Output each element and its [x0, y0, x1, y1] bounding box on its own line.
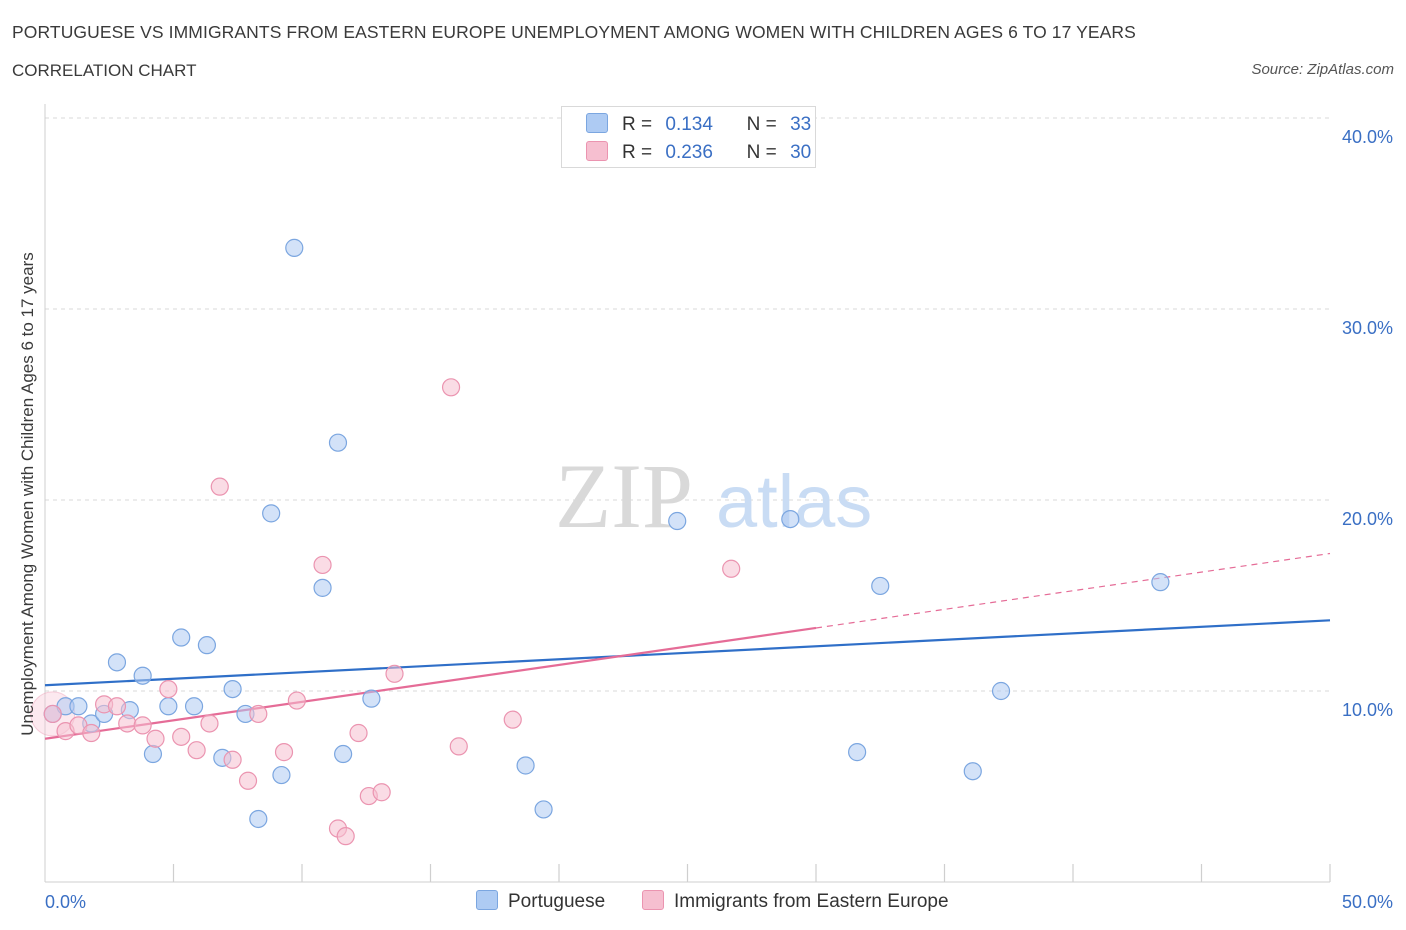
portuguese-point	[516, 756, 535, 775]
immigrant-point	[107, 697, 127, 716]
immigrant-point	[349, 723, 368, 743]
portuguese-point	[262, 504, 281, 523]
legend-swatch-blue	[586, 113, 608, 133]
immigrant-point	[449, 737, 468, 756]
x-tick-label: 50.0%	[1342, 892, 1393, 912]
portuguese-point	[963, 762, 982, 781]
immigrant-trend-line	[44, 626, 817, 740]
immigrant-point	[200, 714, 219, 733]
legend-r-label: R =	[622, 142, 653, 163]
x-tick-label: 0.0%	[45, 892, 86, 912]
y-tick-label: 40.0%	[1342, 127, 1393, 147]
chart-title: PORTUGUESE VS IMMIGRANTS FROM EASTERN EU…	[12, 22, 1136, 42]
portuguese-point	[69, 697, 88, 716]
portuguese-point	[285, 238, 304, 257]
stats-legend: R = 0.134 N = 33 R = 0.236 N = 30	[561, 106, 816, 168]
portuguese-point	[1151, 573, 1170, 592]
portuguese-point	[172, 628, 191, 647]
grid-lines	[45, 117, 1330, 692]
legend-row-portuguese: R = 0.134 N = 33	[586, 113, 811, 135]
portuguese-point	[107, 653, 127, 672]
portuguese-point	[334, 744, 353, 764]
portuguese-point	[184, 697, 204, 716]
data-points	[30, 238, 1170, 846]
immigrant-point	[172, 727, 191, 746]
immigrant-point	[441, 378, 461, 397]
portuguese-point	[668, 511, 687, 531]
portuguese-point	[133, 666, 152, 685]
immigrant-point	[287, 691, 306, 710]
legend-r-label: R =	[622, 114, 653, 135]
watermark-zip: ZIP	[555, 445, 693, 547]
legend-label-immigrants: Immigrants from Eastern Europe	[674, 891, 949, 912]
legend-item-immigrants: Immigrants from Eastern Europe	[642, 890, 949, 913]
portuguese-point	[272, 765, 291, 785]
source-label: Source: ZipAtlas.com	[1251, 61, 1394, 78]
immigrant-point	[223, 750, 242, 769]
immigrant-point	[722, 559, 741, 578]
immigrant-point	[313, 555, 332, 575]
immigrant-point	[82, 723, 101, 743]
immigrant-point	[133, 716, 152, 735]
legend-swatch-blue	[476, 890, 498, 910]
portuguese-point	[534, 800, 553, 819]
portuguese-point	[991, 681, 1011, 701]
immigrant-point	[249, 704, 268, 724]
immigrant-point	[210, 477, 229, 496]
legend-r-value: 0.236	[665, 142, 713, 163]
immigrant-trend-extension	[815, 552, 1331, 629]
legend-swatch-pink	[586, 141, 608, 161]
immigrant-point	[118, 714, 137, 733]
portuguese-point	[781, 509, 800, 529]
portuguese-point	[871, 576, 890, 596]
legend-item-portuguese: Portuguese	[476, 890, 605, 913]
legend-r-value: 0.134	[665, 114, 713, 135]
portuguese-point	[848, 743, 867, 762]
portuguese-point	[328, 433, 348, 452]
portuguese-trend-line	[44, 619, 1331, 687]
legend-n-label: N =	[746, 114, 777, 135]
immigrant-point	[238, 771, 258, 790]
trend-lines	[44, 552, 1331, 740]
portuguese-point	[223, 679, 242, 699]
immigrant-point	[146, 729, 165, 748]
portuguese-point	[143, 744, 163, 764]
portuguese-point	[362, 689, 381, 708]
immigrant-point	[385, 664, 404, 683]
tick-labels: 10.0% 20.0% 30.0% 40.0% 0.0% 50.0%	[45, 127, 1393, 912]
y-axis-label: Unemployment Among Women with Children A…	[18, 252, 37, 736]
immigrant-point	[159, 679, 178, 699]
legend-swatch-pink	[642, 890, 664, 910]
series-legend: Portuguese Immigrants from Eastern Europ…	[0, 890, 1406, 916]
immigrant-point	[336, 827, 355, 846]
immigrant-point	[274, 743, 294, 762]
legend-n-value: 30	[790, 142, 812, 163]
y-tick-label: 20.0%	[1342, 509, 1393, 529]
legend-label-portuguese: Portuguese	[508, 891, 606, 912]
axes	[44, 104, 1331, 883]
immigrant-point	[503, 710, 522, 729]
y-tick-label: 30.0%	[1342, 318, 1393, 338]
legend-n-label: N =	[746, 142, 777, 163]
legend-n-value: 33	[790, 114, 812, 135]
portuguese-point	[159, 697, 178, 716]
immigrant-point	[187, 741, 206, 760]
chart-subtitle: CORRELATION CHART	[12, 61, 197, 80]
portuguese-point	[249, 809, 268, 829]
watermark-atlas: atlas	[716, 460, 872, 543]
watermark: ZIP atlas	[555, 445, 872, 547]
legend-row-immigrants: R = 0.236 N = 30	[586, 141, 811, 163]
portuguese-point	[197, 636, 217, 655]
y-tick-label: 10.0%	[1342, 700, 1393, 720]
immigrant-point	[43, 704, 62, 724]
portuguese-point	[313, 578, 332, 597]
immigrant-point	[372, 783, 391, 802]
